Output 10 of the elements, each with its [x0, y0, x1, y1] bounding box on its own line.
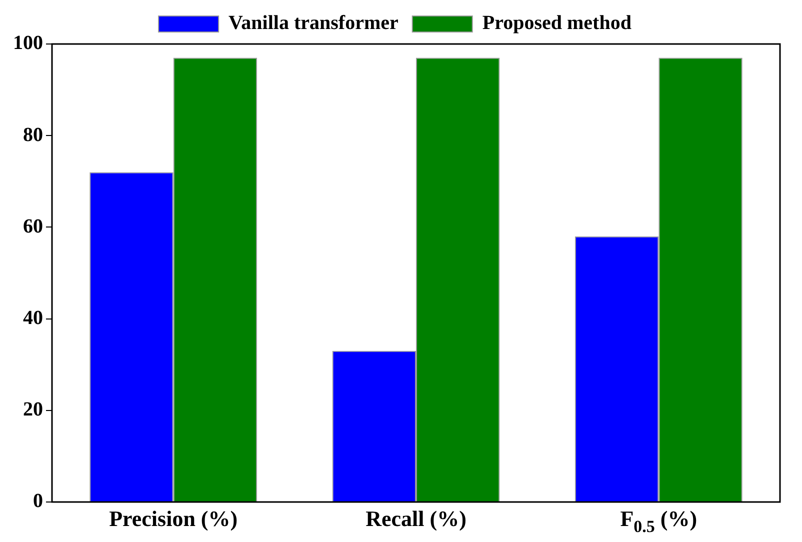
- y-tick-label: 80: [23, 124, 43, 146]
- x-tick-label: Precision (%): [109, 506, 238, 531]
- x-tick-label: Recall (%): [366, 506, 466, 531]
- y-tick-label: 0: [33, 490, 43, 512]
- y-tick-label: 60: [23, 215, 43, 238]
- y-tick-label: 20: [23, 398, 43, 421]
- legend-label: Proposed method: [482, 12, 632, 34]
- legend-label: Vanilla transformer: [228, 12, 398, 34]
- y-tick-label: 100: [13, 32, 43, 54]
- y-tick-label: 40: [23, 306, 43, 329]
